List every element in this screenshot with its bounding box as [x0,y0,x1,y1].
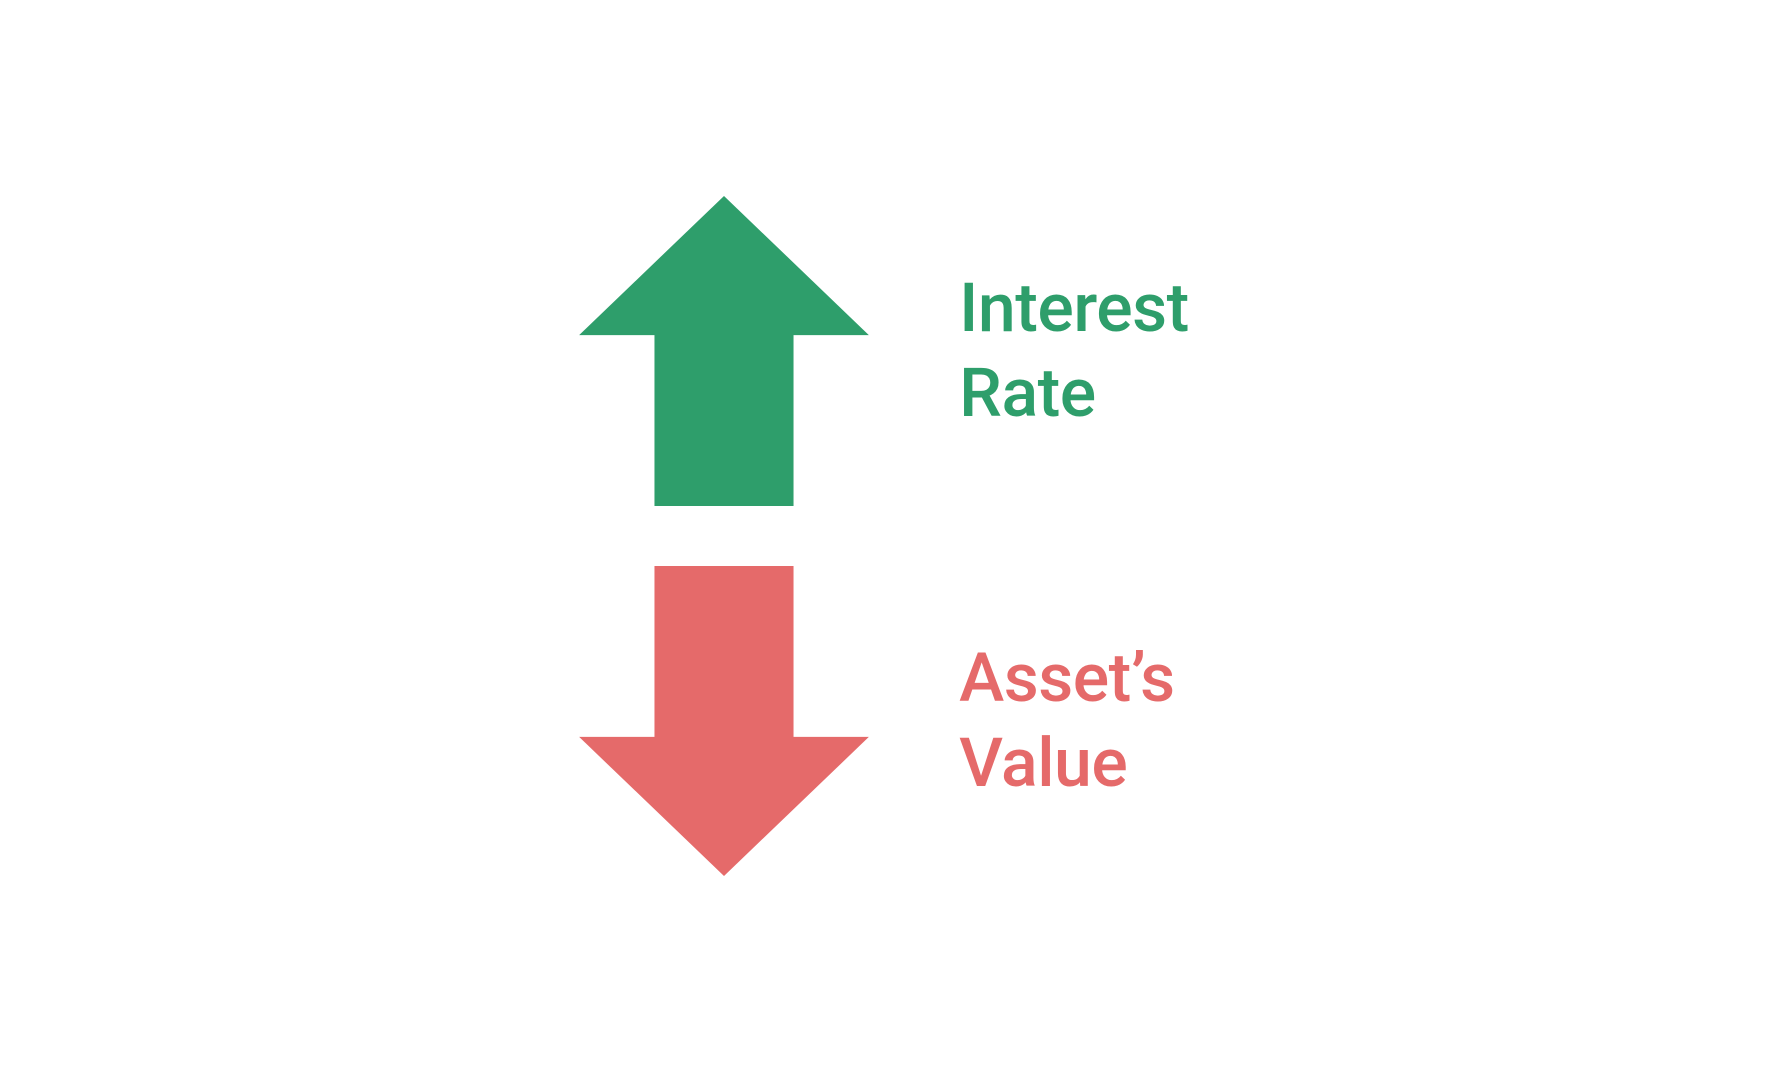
label-line: Asset’s [959,636,1174,721]
label-asset-value: Asset’s Value [959,636,1174,806]
label-line: Value [959,721,1174,806]
label-interest-rate: Interest Rate [959,266,1189,436]
arrow-down-wrap [579,566,869,876]
arrow-up-wrap [579,196,869,506]
arrow-up-icon [579,196,869,506]
row-interest-rate: Interest Rate [579,196,1189,506]
label-line: Interest [959,266,1189,351]
row-asset-value: Asset’s Value [579,566,1189,876]
label-line: Rate [959,351,1189,436]
arrow-down-icon [579,566,869,876]
diagram-container: Interest Rate Asset’s Value [579,196,1189,876]
